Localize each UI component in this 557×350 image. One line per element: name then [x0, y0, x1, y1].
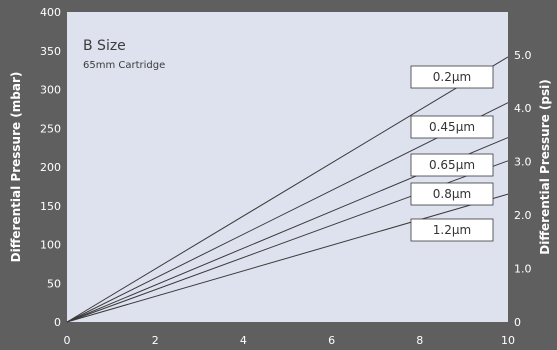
series-label-box — [410, 115, 494, 139]
y2-tick-label: 1.0 — [514, 263, 532, 276]
y-tick-label: 150 — [40, 200, 61, 213]
series-label: 0.65µm — [410, 153, 494, 177]
series-label-text: 0.65µm — [429, 158, 475, 172]
series-label-box — [410, 65, 494, 89]
y-tick-label: 300 — [40, 84, 61, 97]
y-tick-label: 200 — [40, 161, 61, 174]
x-tick-label: 6 — [328, 334, 335, 347]
series-label-text: 0.8µm — [433, 187, 471, 201]
y-tick-label: 0 — [54, 316, 61, 329]
series-label: 1.2µm — [410, 218, 494, 242]
y-tick-label: 100 — [40, 239, 61, 252]
y2-tick-label: 2.0 — [514, 209, 532, 222]
x-tick-label: 8 — [416, 334, 423, 347]
series-label-box — [410, 153, 494, 177]
series-label-text: 0.45µm — [429, 120, 475, 134]
y2-tick-label: 5.0 — [514, 49, 532, 62]
series-label-text: 1.2µm — [433, 223, 471, 237]
series-label-box — [410, 218, 494, 242]
series-line — [66, 193, 509, 323]
y-tick-label: 350 — [40, 45, 61, 58]
y2-tick-label: 3.0 — [514, 156, 532, 169]
series-label: 0.8µm — [410, 182, 494, 206]
series-label-text: 0.2µm — [433, 70, 471, 84]
x-tick-label: 4 — [240, 334, 247, 347]
x-tick-label: 2 — [152, 334, 159, 347]
y2-tick-label: 4.0 — [514, 102, 532, 115]
y-tick-label: 50 — [47, 277, 61, 290]
y-tick-label: 250 — [40, 122, 61, 135]
series-label: 0.2µm — [410, 65, 494, 89]
chart-subtitle: 65mm Cartridge — [83, 60, 165, 71]
x-tick-label: 0 — [64, 334, 71, 347]
series-line — [66, 56, 509, 323]
x-tick-label: 10 — [501, 334, 515, 347]
series-label: 0.45µm — [410, 115, 494, 139]
chart-title: B Size — [83, 38, 126, 54]
y2-tick-label: 0 — [514, 316, 521, 329]
series-label-box — [410, 182, 494, 206]
y-tick-label: 400 — [40, 6, 61, 19]
y-axis-title: Differential Pressure (mbar) — [9, 72, 23, 263]
y2-axis-title: Differential Pressure (psi) — [538, 79, 552, 255]
series-line — [66, 102, 509, 323]
